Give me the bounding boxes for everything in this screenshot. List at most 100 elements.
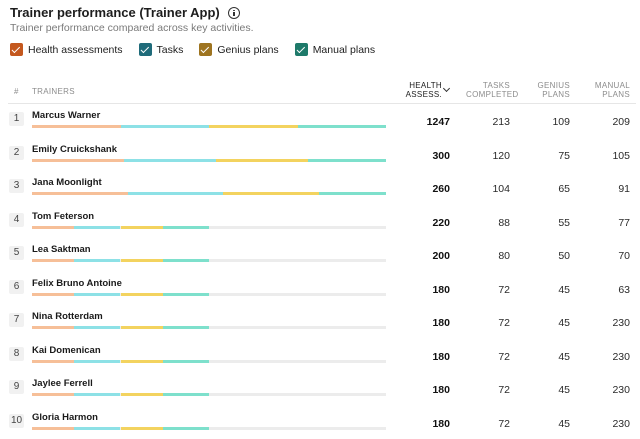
trainer-name[interactable]: Jana Moonlight: [32, 177, 102, 188]
trainer-name[interactable]: Nina Rotterdam: [32, 311, 103, 322]
table-row[interactable]: 2 Emily Cruickshank 300 120 75 105: [0, 139, 640, 173]
legend-label: Manual plans: [312, 43, 376, 56]
column-header-rank: #: [14, 87, 19, 96]
bar-segment-genius: [120, 426, 163, 430]
value-manual: 63: [618, 283, 630, 296]
value-manual: 70: [618, 250, 630, 262]
table-row[interactable]: 7 Nina Rotterdam 180 72 45 230: [0, 306, 640, 340]
column-header-trainers[interactable]: TRAINERS: [32, 87, 75, 96]
bar-track: [32, 426, 386, 430]
value-tasks: 72: [498, 283, 510, 296]
bar-segment-manual: [162, 359, 209, 363]
bar-segment-health: [32, 393, 75, 396]
legend-genius-plans[interactable]: Genius plans: [199, 43, 279, 56]
value-tasks: 120: [492, 149, 510, 162]
trainer-name[interactable]: Emily Cruickshank: [32, 143, 118, 155]
rank-badge: 10: [9, 413, 24, 428]
bar-segment-genius: [223, 192, 319, 195]
value-manual: 91: [618, 183, 630, 195]
table-row[interactable]: 1 Marcus Warner 1247 213 109 209: [0, 105, 640, 139]
value-tasks: 72: [498, 317, 510, 329]
value-health: 220: [432, 216, 450, 229]
legend-manual-plans[interactable]: Manual plans: [294, 43, 376, 56]
bar-segment-health: [32, 125, 121, 128]
bar-segment-genius: [120, 225, 163, 229]
bar-segment-tasks: [74, 292, 121, 296]
column-header-tasks-completed[interactable]: TASKS COMPLETED: [466, 81, 519, 99]
rank-badge: 3: [9, 179, 24, 193]
bar-segment-genius: [209, 125, 298, 128]
value-health: 180: [432, 417, 450, 430]
bar-segment-genius: [120, 292, 163, 296]
value-tasks: 104: [492, 183, 510, 195]
trainer-name[interactable]: Tom Feterson: [32, 210, 95, 222]
bar-segment-manual: [162, 393, 209, 396]
value-genius: 45: [558, 384, 570, 396]
checkbox-checked-icon[interactable]: [199, 43, 213, 56]
bar-segment-tasks: [74, 259, 121, 262]
value-genius: 45: [558, 417, 570, 430]
value-genius: 109: [552, 116, 570, 128]
bar-segment-health: [32, 259, 75, 262]
value-health: 180: [432, 384, 450, 396]
rank-badge: 6: [9, 279, 24, 294]
table-row[interactable]: 4 Tom Feterson 220 88 55 77: [0, 206, 640, 240]
bar-segment-health: [32, 292, 75, 296]
value-tasks: 80: [498, 250, 510, 262]
table-row[interactable]: 10 Gloria Harmon 180 72 45 230: [0, 407, 640, 439]
bar-segment-manual: [308, 158, 386, 162]
checkbox-checked-icon[interactable]: [10, 43, 23, 56]
value-genius: 65: [558, 183, 570, 195]
rank-badge: 2: [9, 145, 24, 160]
column-header-health-assessments[interactable]: HEALTH ASSESS.: [405, 81, 442, 99]
table-row[interactable]: 3 Jana Moonlight 260 104 65 91: [0, 172, 640, 206]
trainer-name[interactable]: Kai Domenican: [32, 344, 101, 356]
header-divider: [8, 103, 636, 104]
bar-segment-tasks: [74, 326, 121, 329]
trainer-name[interactable]: Felix Bruno Antoine: [32, 277, 122, 289]
value-tasks: 72: [498, 417, 510, 430]
page-subtitle: Trainer performance compared across key …: [10, 22, 254, 34]
column-header-manual-plans[interactable]: MANUAL PLANS: [594, 81, 630, 99]
table-row[interactable]: 6 Felix Bruno Antoine 180 72 45 63: [0, 273, 640, 307]
rank-badge: 5: [9, 246, 24, 260]
checkbox-checked-icon[interactable]: [294, 43, 308, 56]
page-title: Trainer performance (Trainer App): [10, 5, 220, 20]
value-health: 180: [432, 317, 450, 329]
value-tasks: 72: [498, 350, 510, 363]
value-genius: 45: [558, 317, 570, 329]
trainer-name[interactable]: Gloria Harmon: [32, 411, 98, 423]
bar-segment-manual: [162, 292, 209, 296]
legend-label: Health assessments: [28, 43, 123, 56]
legend-label: Genius plans: [217, 43, 279, 56]
bar-segment-manual: [162, 225, 209, 229]
trainer-name[interactable]: Lea Saktman: [32, 244, 91, 255]
rank-badge: 8: [9, 346, 24, 361]
bar-segment-health: [32, 192, 128, 195]
legend: Health assessments Tasks Genius plans Ma…: [10, 43, 375, 56]
table-row[interactable]: 5 Lea Saktman 200 80 50 70: [0, 239, 640, 273]
bar-segment-tasks: [74, 359, 121, 363]
legend-tasks[interactable]: Tasks: [138, 43, 183, 56]
value-health: 180: [432, 350, 450, 363]
table-row[interactable]: 9 Jaylee Ferrell 180 72 45 230: [0, 373, 640, 407]
bar-segment-tasks: [74, 426, 121, 430]
info-icon[interactable]: [227, 6, 240, 19]
table-row[interactable]: 8 Kai Domenican 180 72 45 230: [0, 340, 640, 374]
bar-segment-health: [32, 158, 125, 162]
sort-chevron-down-icon[interactable]: [442, 84, 451, 93]
column-header-genius-plans[interactable]: GENIUS PLANS: [537, 81, 570, 99]
value-genius: 45: [558, 350, 570, 363]
value-health: 300: [432, 149, 450, 162]
value-tasks: 72: [498, 384, 510, 396]
bar-track: [32, 259, 386, 262]
value-manual: 209: [612, 116, 630, 128]
trainer-name[interactable]: Marcus Warner: [32, 110, 101, 121]
bar-segment-manual: [162, 426, 209, 430]
bar-segment-health: [32, 225, 75, 229]
bar-segment-tasks: [120, 125, 209, 128]
legend-health-assessments[interactable]: Health assessments: [10, 43, 123, 56]
rank-badge: 1: [9, 112, 24, 126]
checkbox-checked-icon[interactable]: [138, 43, 152, 56]
trainer-name[interactable]: Jaylee Ferrell: [32, 378, 93, 389]
